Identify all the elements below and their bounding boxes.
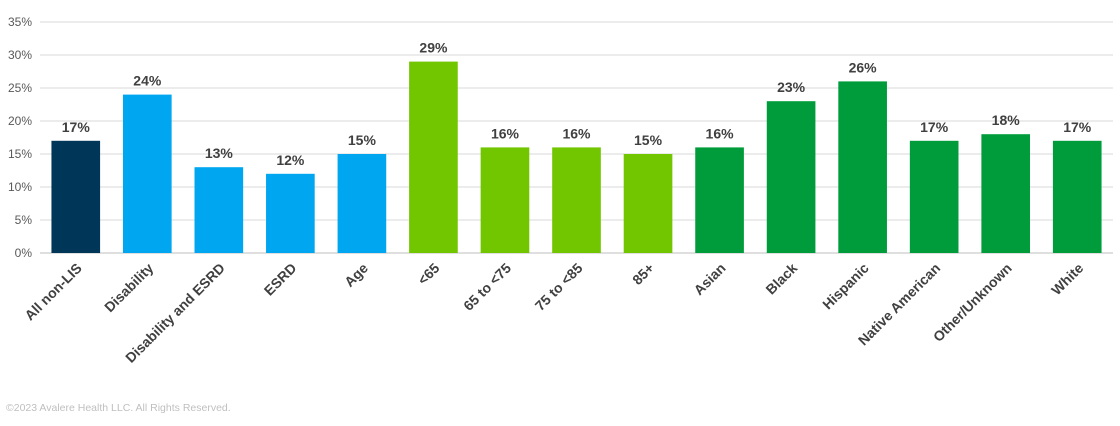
data-labels: 17% 24% 13% 12% 15% 29% 16% 16% 15% 16% 23% 26% 17% 1… — [62, 40, 1092, 168]
x-tick-label: Asian — [690, 260, 728, 298]
x-tick-label: Black — [762, 260, 800, 298]
x-tick-label: 85+ — [629, 260, 657, 288]
y-tick-label: 20% — [8, 114, 32, 128]
copyright-notice: ©2023 Avalere Health LLC. All Rights Res… — [6, 402, 231, 414]
data-label: 13% — [205, 145, 234, 161]
x-tick-label: ESRD — [261, 260, 300, 299]
bars — [51, 61, 1102, 254]
bar — [122, 94, 172, 253]
x-tick-label: <65 — [414, 260, 442, 288]
bar — [695, 147, 744, 253]
y-tick-label: 30% — [8, 48, 32, 62]
data-label: 15% — [348, 132, 377, 148]
y-tick-label: 25% — [8, 81, 32, 95]
bar — [909, 140, 959, 253]
y-tick-label: 0% — [15, 246, 33, 260]
bar — [838, 81, 887, 254]
data-label: 18% — [992, 112, 1021, 128]
y-axis: 0% 5% 10% 15% 20% 25% 30% 35% — [8, 15, 32, 260]
bar — [981, 134, 1031, 253]
data-label: 15% — [634, 132, 663, 148]
y-tick-label: 10% — [8, 180, 32, 194]
data-label: 17% — [62, 119, 91, 135]
data-label: 16% — [706, 125, 735, 141]
bar — [480, 147, 530, 253]
x-tick-label: Disability — [101, 260, 156, 315]
x-tick-label: Hispanic — [819, 260, 872, 313]
bar — [51, 140, 101, 253]
x-tick-label: All non-LIS — [21, 260, 85, 324]
bar — [337, 154, 387, 253]
x-tick-label: Other/Unknown — [930, 260, 1015, 345]
y-tick-label: 35% — [8, 15, 32, 29]
x-tick-label: 65 to <75 — [460, 260, 514, 314]
data-label: 23% — [777, 79, 806, 95]
bar — [266, 173, 315, 253]
bar — [766, 101, 816, 253]
data-label: 24% — [133, 73, 162, 89]
x-tick-label: 75 to <85 — [532, 260, 586, 314]
data-label: 16% — [562, 125, 591, 141]
x-tick-label: White — [1048, 260, 1086, 298]
bar — [194, 167, 244, 253]
data-label: 29% — [419, 40, 448, 56]
data-label: 17% — [920, 119, 949, 135]
data-label: 16% — [491, 125, 520, 141]
data-label: 12% — [276, 152, 305, 168]
bar — [552, 147, 601, 253]
data-label: 17% — [1063, 119, 1092, 135]
bar — [1052, 140, 1102, 253]
y-tick-label: 5% — [15, 213, 33, 227]
y-tick-label: 15% — [8, 147, 32, 161]
bar — [409, 61, 458, 253]
x-tick-label: Age — [341, 260, 371, 290]
bar — [623, 154, 673, 253]
data-label: 26% — [849, 59, 878, 75]
